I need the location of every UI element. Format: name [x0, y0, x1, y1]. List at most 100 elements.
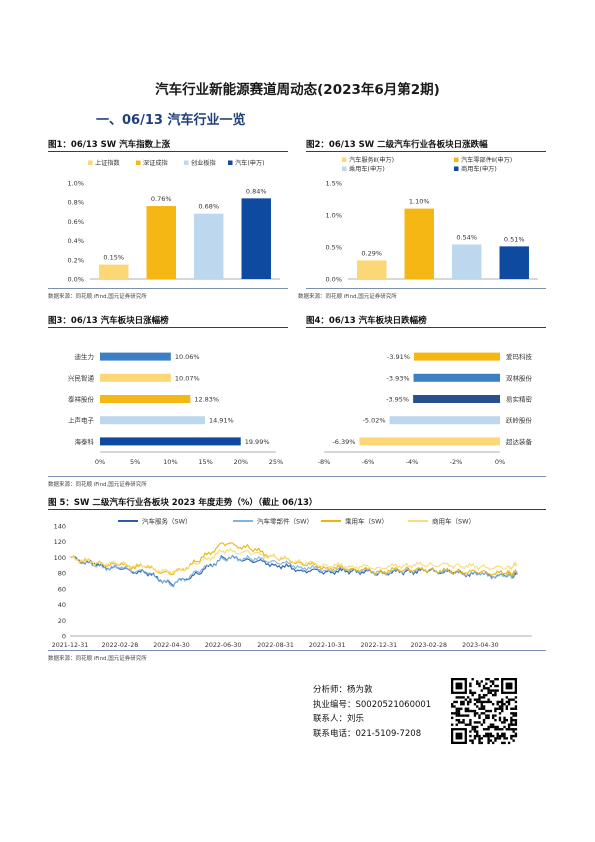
qr-module	[471, 678, 474, 681]
qr-module	[512, 723, 515, 726]
figure-3-top-rule	[48, 327, 288, 328]
qr-code-icon[interactable]	[451, 678, 518, 745]
x-tick-label: 2021-12-31	[52, 642, 89, 649]
qr-module	[501, 734, 504, 738]
qr-module	[487, 698, 490, 701]
data-label: 14.91%	[209, 417, 234, 425]
qr-module	[485, 693, 488, 697]
bar	[357, 260, 387, 279]
qr-module	[489, 725, 493, 729]
qr-module	[485, 734, 488, 738]
qr-module	[507, 741, 511, 745]
category-label: 双林股份	[506, 373, 533, 382]
qr-module	[478, 682, 481, 685]
qr-finder	[455, 682, 463, 690]
qr-module	[498, 712, 502, 715]
qr-module	[485, 687, 488, 690]
qr-module	[478, 700, 481, 704]
qr-module	[496, 684, 499, 688]
qr-module	[489, 732, 493, 735]
category-label: 泰祥股份	[68, 395, 95, 404]
qr-module	[507, 723, 511, 726]
qr-module	[469, 700, 472, 704]
figure-2-chart: 0.0% 0.5% 1.0% 1.5% 0.29% 1.10% 0.54% 0.51% 汽车服务…	[325, 156, 538, 284]
qr-module	[476, 730, 479, 733]
qr-module	[487, 737, 490, 740]
qr-module	[496, 700, 499, 704]
qr-module	[512, 698, 515, 701]
analyst-info: 分析师：杨为敦 执业编号：S0020521060001 联系人：刘乐 联系电话：…	[313, 683, 431, 741]
data-label: 0.51%	[504, 235, 525, 243]
legend-label: 汽车服务Ⅱ(申万)	[349, 156, 394, 164]
qr-module	[453, 705, 456, 708]
series-line	[69, 554, 518, 588]
figure-5-top-rule	[48, 509, 546, 510]
qr-module	[469, 734, 472, 738]
qr-module	[501, 698, 504, 701]
figure-5-bottom-rule	[48, 650, 546, 651]
qr-module	[510, 721, 513, 724]
qr-module	[460, 714, 463, 717]
figure-2-source: 数据来源：同花顺 iFind,国元证券研究所	[298, 294, 397, 300]
qr-module	[473, 725, 477, 729]
figure-1-chart: 0.0% 0.2% 0.4% 0.6% 0.8% 1.0% 0.15% 0.76% 0.68% 0…	[67, 159, 280, 284]
qr-module	[466, 714, 470, 717]
qr-module	[507, 728, 511, 731]
qr-module	[487, 691, 490, 695]
qr-module	[496, 678, 499, 681]
qr-module	[505, 705, 508, 708]
legend-swatch	[136, 160, 141, 165]
y-tick-label: 0.0%	[325, 276, 342, 284]
qr-module	[469, 718, 472, 722]
legend-label: 乘用车(申万)	[349, 165, 385, 173]
data-label: -3.91%	[387, 353, 410, 361]
qr-module	[478, 684, 481, 688]
qr-module	[478, 737, 481, 740]
qr-module	[485, 678, 488, 681]
qr-module	[462, 696, 465, 699]
qr-module	[485, 682, 488, 685]
qr-module	[491, 680, 495, 683]
qr-module	[496, 732, 499, 735]
qr-module	[473, 728, 477, 731]
legend-label: 汽车(申万)	[235, 159, 265, 167]
qr-module	[503, 716, 506, 720]
qr-module	[489, 709, 493, 713]
y-tick-label: 100	[54, 554, 66, 562]
qr-module	[487, 725, 490, 729]
y-tick-label: 1.5%	[325, 180, 342, 188]
qr-module	[496, 737, 499, 740]
figure-2-top-rule	[306, 151, 546, 152]
qr-module	[480, 723, 483, 726]
qr-module	[466, 709, 470, 713]
legend-label: 商用车（SW）	[432, 517, 475, 526]
legend-label: 汽车服务（SW）	[142, 517, 192, 526]
qr-module	[491, 714, 495, 717]
qr-module	[469, 723, 472, 726]
x-tick-label: -8%	[318, 458, 331, 466]
legend-swatch	[88, 160, 93, 165]
qr-module	[491, 716, 495, 720]
category-label: 易实精密	[506, 395, 533, 404]
qr-module	[480, 689, 483, 692]
bar	[413, 373, 500, 382]
qr-module	[498, 734, 502, 738]
qr-module	[473, 737, 477, 740]
qr-module	[489, 734, 493, 738]
legend-label: 汽车零部件Ⅱ(申万)	[461, 156, 512, 164]
qr-module	[482, 684, 486, 688]
qr-module	[480, 700, 483, 704]
qr-module	[494, 707, 497, 710]
qr-module	[491, 725, 495, 729]
qr-module	[505, 696, 508, 699]
qr-module	[496, 725, 499, 729]
qr-module	[501, 732, 504, 735]
qr-module	[480, 696, 483, 699]
qr-module	[512, 728, 515, 731]
qr-module	[462, 703, 465, 706]
qr-module	[478, 741, 481, 745]
qr-module	[482, 721, 486, 724]
figure-2-bottom-rule	[306, 288, 546, 289]
qr-module	[494, 709, 497, 713]
qr-module	[505, 707, 508, 710]
